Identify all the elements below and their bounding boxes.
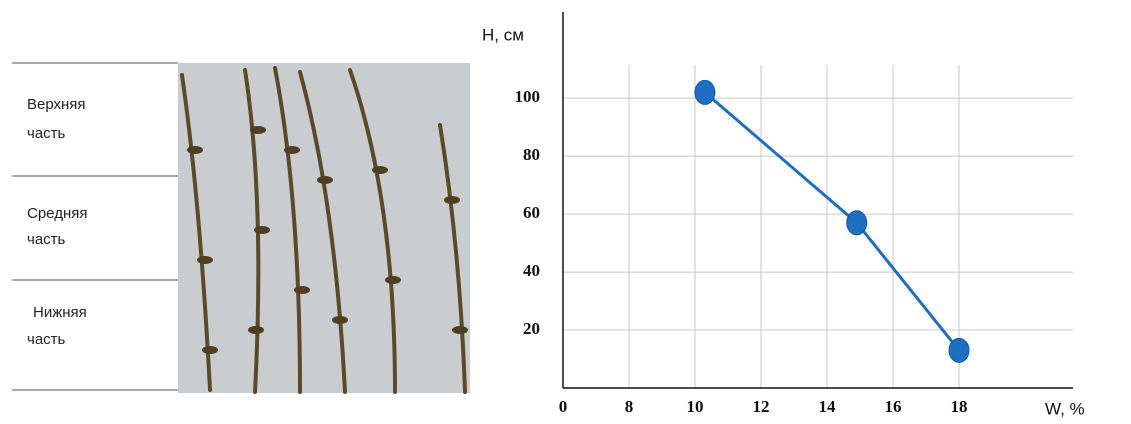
stem xyxy=(438,123,467,394)
part-label: Средняя xyxy=(27,205,87,222)
y-tick-label: 60 xyxy=(523,203,540,222)
x-axis-title: W, % xyxy=(1045,399,1085,418)
plant-photo xyxy=(178,63,470,394)
x-tick-label: 8 xyxy=(625,397,634,416)
x-tick-label: 10 xyxy=(687,397,704,416)
part-label: часть xyxy=(27,125,66,142)
part-label: часть xyxy=(27,331,66,348)
data-point xyxy=(948,337,970,363)
plant-table xyxy=(12,62,178,391)
y-tick-label: 80 xyxy=(523,145,540,164)
y-tick-label: 20 xyxy=(523,319,540,338)
stem xyxy=(180,73,212,392)
x-tick-label: 12 xyxy=(753,397,770,416)
stem xyxy=(348,68,397,394)
part-label: Нижняя xyxy=(33,304,87,321)
stem xyxy=(273,66,302,394)
photo-background xyxy=(178,63,470,393)
x-tick-label: 16 xyxy=(885,397,902,416)
stem xyxy=(243,68,261,394)
x-tick-label: 14 xyxy=(819,397,837,416)
y-tick-label: 100 xyxy=(515,87,541,106)
x-tick-label: 18 xyxy=(951,397,968,416)
stem xyxy=(298,70,347,394)
x-tick-label: 0 xyxy=(559,397,568,416)
part-label: часть xyxy=(27,231,66,248)
pods xyxy=(187,126,468,354)
data-point xyxy=(694,79,716,105)
data-point xyxy=(846,210,868,236)
y-axis-title: H, см xyxy=(482,25,524,44)
y-tick-label: 40 xyxy=(523,261,540,280)
part-label: Верхняя xyxy=(27,96,86,113)
series-line xyxy=(703,91,961,352)
